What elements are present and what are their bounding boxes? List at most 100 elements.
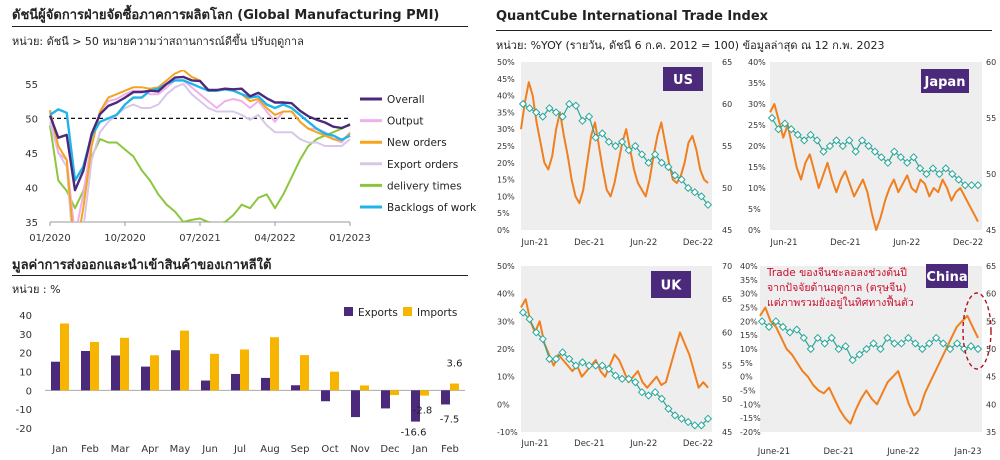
pmi-x-tick: 01/2023 [329, 233, 371, 244]
pmi-legend-label-delivery: delivery times [387, 180, 462, 192]
qc-china-x-tick: Jan-23 [954, 447, 982, 457]
trade-bar-exports [201, 380, 210, 391]
qc-china-average-marker [959, 344, 969, 354]
qc-japan-average-marker [954, 175, 963, 184]
qc-us-right-tick: 60 [722, 100, 732, 109]
qc-japan-average-marker [780, 119, 789, 128]
qc-japan-average-marker [870, 147, 880, 156]
qc-uk-average-marker [551, 354, 561, 364]
trade-x-tick: Mar [111, 444, 131, 455]
qc-us-average-marker [657, 158, 666, 167]
pmi-x-tick: 01/2020 [29, 233, 71, 244]
qc-japan-daily-line [769, 103, 979, 231]
pmi-y-tick: 50 [25, 114, 38, 125]
trade-y-tick: 40 [19, 311, 32, 322]
qc-us-average-marker [618, 137, 627, 146]
trade-bar-exports [441, 390, 450, 405]
qc-japan-average-marker [922, 169, 931, 179]
trade-data-label: -2.8 [413, 405, 433, 416]
qc-us-x-tick: Dec-22 [683, 238, 713, 248]
qc-china-average-marker [932, 333, 941, 343]
trade-bar-imports [150, 355, 159, 391]
qc-japan-average-marker [819, 147, 828, 156]
qc-us-average-marker [604, 137, 613, 146]
qc-japan-badge-label: Japan [924, 75, 966, 90]
qc-japan-x-tick: Dec-22 [953, 238, 983, 248]
qc-uk-average-marker [618, 374, 627, 383]
qc-japan-average-marker [832, 136, 841, 145]
qc-uk-average-marker [611, 371, 620, 380]
qc-uk-left-tick: -10% [497, 428, 518, 437]
pmi-title-rule [12, 26, 468, 27]
trade-y-tick: -20 [16, 424, 32, 435]
qc-japan-average-marker [935, 169, 944, 179]
trade-bar-imports [360, 385, 369, 391]
qc-japan-average-marker [825, 141, 835, 151]
trade-legend-label-exports: Exports [358, 307, 398, 319]
trade-legend-swatch-imports [403, 307, 412, 316]
qc-china-left-tick: -5% [740, 387, 756, 396]
qc-japan-average-marker [948, 169, 957, 179]
qc-us-right-tick: 55 [722, 142, 732, 151]
qc-uk-average-marker [644, 391, 653, 400]
trade-bar-imports [420, 390, 429, 396]
qc-japan-left-tick: 5% [748, 205, 761, 214]
trade-y-tick: 0 [26, 386, 32, 397]
qc-china-left-tick: 30% [740, 290, 758, 299]
qc-us-average-marker [664, 162, 673, 172]
qc-china-average-marker [946, 344, 955, 354]
qc-uk-average-marker [690, 421, 699, 430]
qc-japan-average-marker [915, 164, 925, 173]
qc-uk-left-tick: 40% [497, 290, 515, 299]
trade-bar-exports [141, 366, 150, 391]
qc-china-average-marker [841, 342, 850, 351]
qc-japan-average-marker [812, 136, 822, 145]
qc-uk-left-tick: 0% [497, 400, 510, 409]
trade-bar-imports [120, 337, 129, 391]
qc-us-average-marker [551, 108, 561, 117]
pmi-x-tick: 07/2021 [179, 233, 221, 244]
qc-uk-daily-line [520, 298, 709, 389]
qc-china-average-marker [799, 333, 808, 343]
trade-x-tick: Oct [321, 444, 338, 455]
trade-y-tick: -10 [16, 405, 32, 416]
qc-china-right-tick: 35 [986, 428, 996, 437]
qc-us-average-marker [637, 150, 647, 159]
pmi-series-overall [48, 75, 351, 192]
trade-x-tick: Jan [411, 444, 427, 455]
qc-us-average-marker [558, 112, 567, 121]
qc-uk-average-marker [670, 411, 680, 420]
qc-uk-average-marker [677, 414, 686, 423]
qc-us-left-tick: 0% [497, 226, 510, 235]
trade-legend-label-imports: Imports [417, 307, 457, 319]
trade-y-tick: 10 [19, 368, 32, 379]
qc-china-note-line: จากปัจจัยด้านฤดูกาล (ตรุษจีน) [767, 281, 907, 294]
qc-japan-left-tick: 40% [748, 58, 766, 67]
qc-china-average-marker [827, 333, 836, 343]
qc-us-average-marker [684, 183, 693, 193]
qc-japan-x-tick: Jun-22 [892, 238, 920, 248]
qc-subtitle: หน่วย: %YOY (รายวัน, ดัชนี 6 ก.ค. 2012 =… [496, 39, 885, 52]
qc-uk-right-tick: 60 [722, 328, 732, 337]
trade-bar-imports [240, 349, 249, 391]
qc-china-average-marker [966, 342, 976, 351]
qc-us-left-tick: 45% [497, 75, 515, 84]
qc-china-average-marker [911, 339, 920, 348]
qc-china-left-tick: 5% [740, 359, 753, 368]
qc-title-rule [496, 30, 992, 31]
pmi-title: ดัชนีผู้จัดการฝ่ายจัดซื้อภาคการผลิตโลก (… [12, 8, 440, 23]
qc-us-average-marker [644, 158, 653, 167]
pmi-series-delivery [49, 123, 351, 222]
qc-us-average-marker [697, 192, 706, 201]
qc-china-average-marker [806, 344, 815, 354]
qc-uk-x-tick: Jun-22 [629, 439, 657, 449]
qc-us-badge-label: US [673, 73, 693, 88]
qc-us-left-tick: 30% [497, 125, 515, 134]
trade-x-tick: Apr [141, 444, 159, 455]
qc-us-left-tick: 35% [497, 108, 515, 117]
qc-japan-average-marker [890, 147, 899, 156]
qc-uk-x-tick: Jun-21 [520, 439, 548, 449]
qc-us-average-marker [670, 171, 680, 180]
